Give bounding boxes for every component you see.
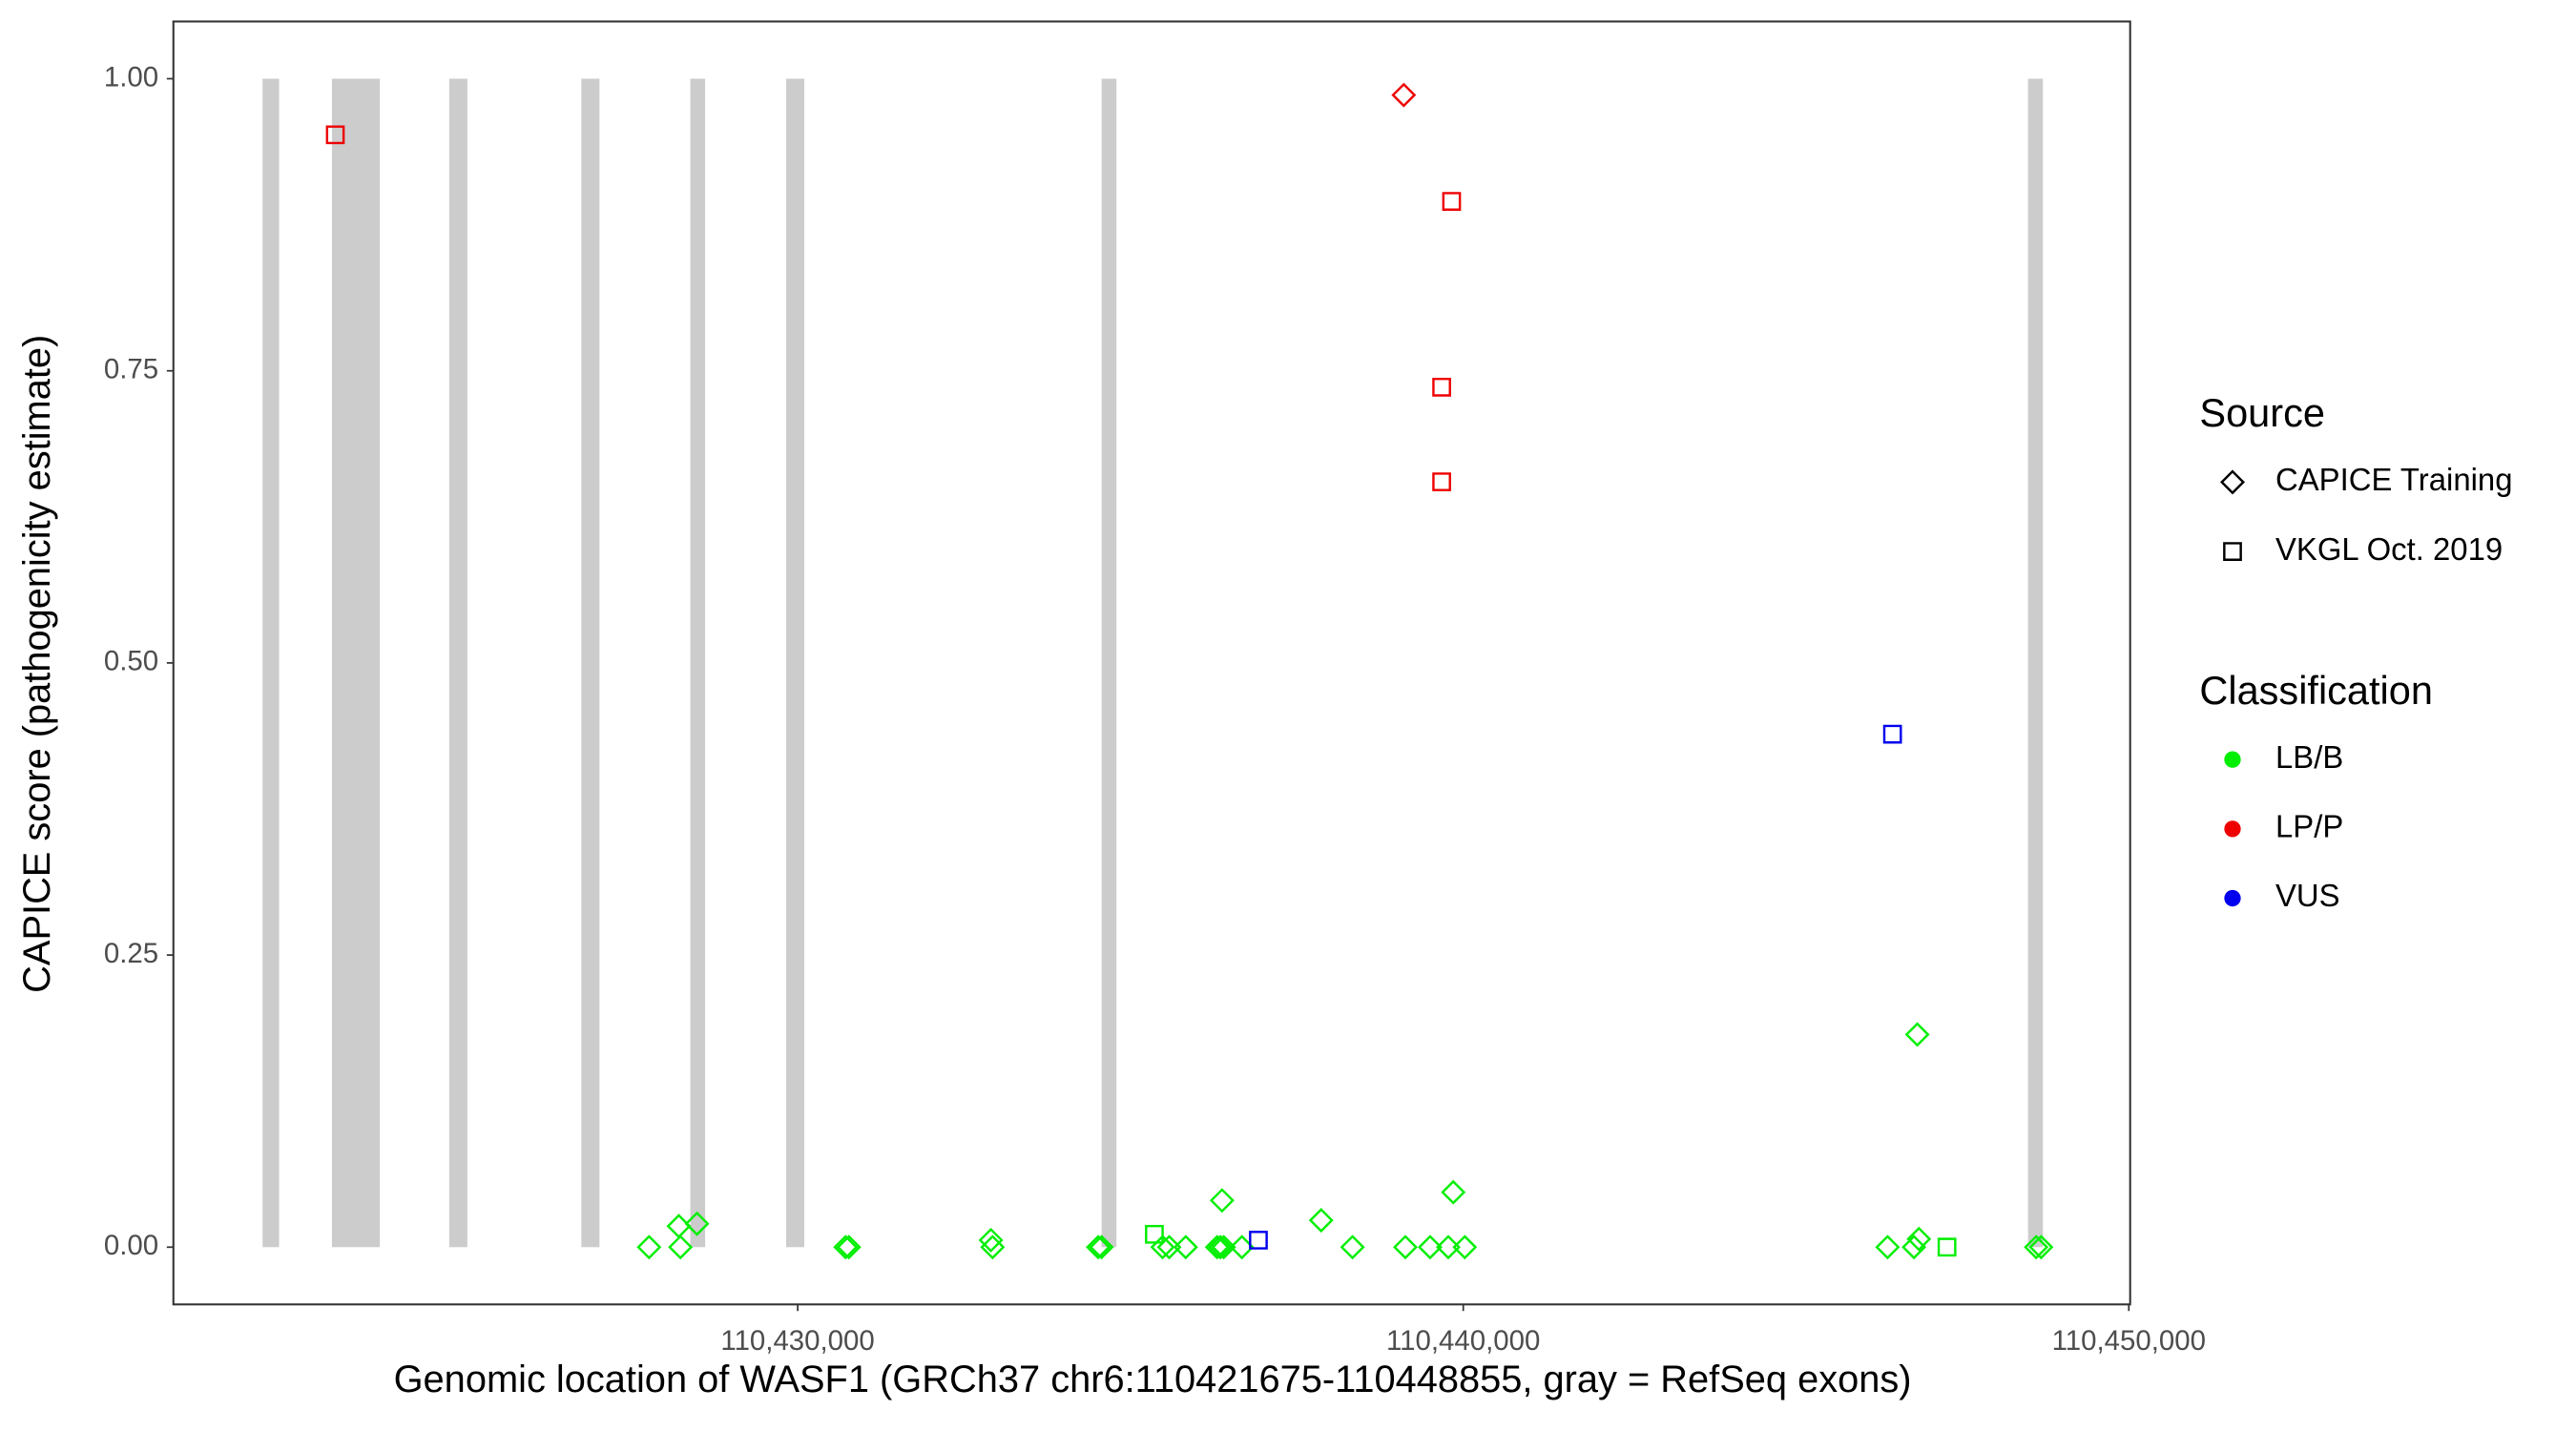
point — [1417, 1234, 1443, 1260]
legend-key — [2223, 542, 2242, 561]
exon — [2027, 78, 2044, 1248]
y-tick-label: 0.00 — [104, 1230, 158, 1261]
legend-label: VKGL Oct. 2019 — [2275, 531, 2503, 567]
exon — [448, 78, 467, 1248]
point — [2028, 1234, 2054, 1260]
legend-label: LB/B — [2275, 739, 2343, 775]
point — [668, 1234, 694, 1260]
point — [1249, 1231, 1268, 1250]
exon — [262, 78, 280, 1248]
point — [1442, 192, 1462, 211]
point — [1089, 1234, 1114, 1260]
exon — [690, 78, 706, 1248]
point — [1904, 1022, 1930, 1047]
point — [1204, 1234, 1230, 1260]
legend-title: Source — [2199, 390, 2325, 435]
point — [1086, 1234, 1111, 1260]
y-axis-title: CAPICE score (pathogenicity estimate) — [16, 335, 58, 993]
exon — [581, 78, 600, 1248]
point — [1308, 1208, 1334, 1234]
point — [1211, 1234, 1236, 1260]
legend-title: Classification — [2199, 668, 2433, 713]
x-tick-label: 110,430,000 — [720, 1325, 874, 1357]
point — [1441, 1179, 1466, 1205]
point — [836, 1234, 862, 1260]
point — [684, 1211, 710, 1236]
point — [1882, 724, 1902, 744]
point — [833, 1234, 859, 1260]
point — [1432, 377, 1451, 397]
point — [1209, 1188, 1235, 1213]
point — [980, 1234, 1006, 1260]
point — [1436, 1234, 1461, 1260]
legend-key — [2224, 751, 2241, 768]
legend-key — [2220, 469, 2245, 495]
point — [1452, 1234, 1478, 1260]
point — [1901, 1234, 1927, 1260]
legend-label: LP/P — [2275, 809, 2343, 844]
point — [1906, 1226, 1932, 1252]
point — [1173, 1234, 1198, 1260]
y-tick-label: 0.25 — [104, 938, 158, 969]
y-tick-label: 1.00 — [104, 61, 158, 93]
point — [1875, 1234, 1901, 1260]
point — [1340, 1234, 1365, 1260]
panel-border — [172, 20, 2131, 1306]
point — [1391, 82, 1417, 108]
point — [1937, 1237, 1957, 1257]
x-axis-title: Genomic location of WASF1 (GRCh37 chr6:1… — [394, 1358, 1912, 1400]
exon — [785, 78, 804, 1248]
point — [1145, 1224, 1164, 1244]
point — [636, 1234, 662, 1260]
legend-key — [2224, 820, 2241, 838]
y-tick-label: 0.50 — [104, 646, 158, 677]
point — [1432, 472, 1451, 491]
legend-key — [2224, 889, 2241, 907]
point — [325, 125, 345, 145]
point — [1393, 1234, 1418, 1260]
point — [1208, 1234, 1234, 1260]
x-tick-label: 110,450,000 — [2052, 1325, 2206, 1357]
legend-label: CAPICE Training — [2275, 462, 2513, 497]
point — [978, 1227, 1004, 1253]
exon — [331, 78, 381, 1248]
y-tick-label: 0.75 — [104, 353, 158, 384]
legend-label: VUS — [2275, 878, 2340, 913]
exon — [1101, 78, 1117, 1248]
x-tick-label: 110,440,000 — [1386, 1325, 1540, 1357]
point — [2024, 1234, 2049, 1260]
